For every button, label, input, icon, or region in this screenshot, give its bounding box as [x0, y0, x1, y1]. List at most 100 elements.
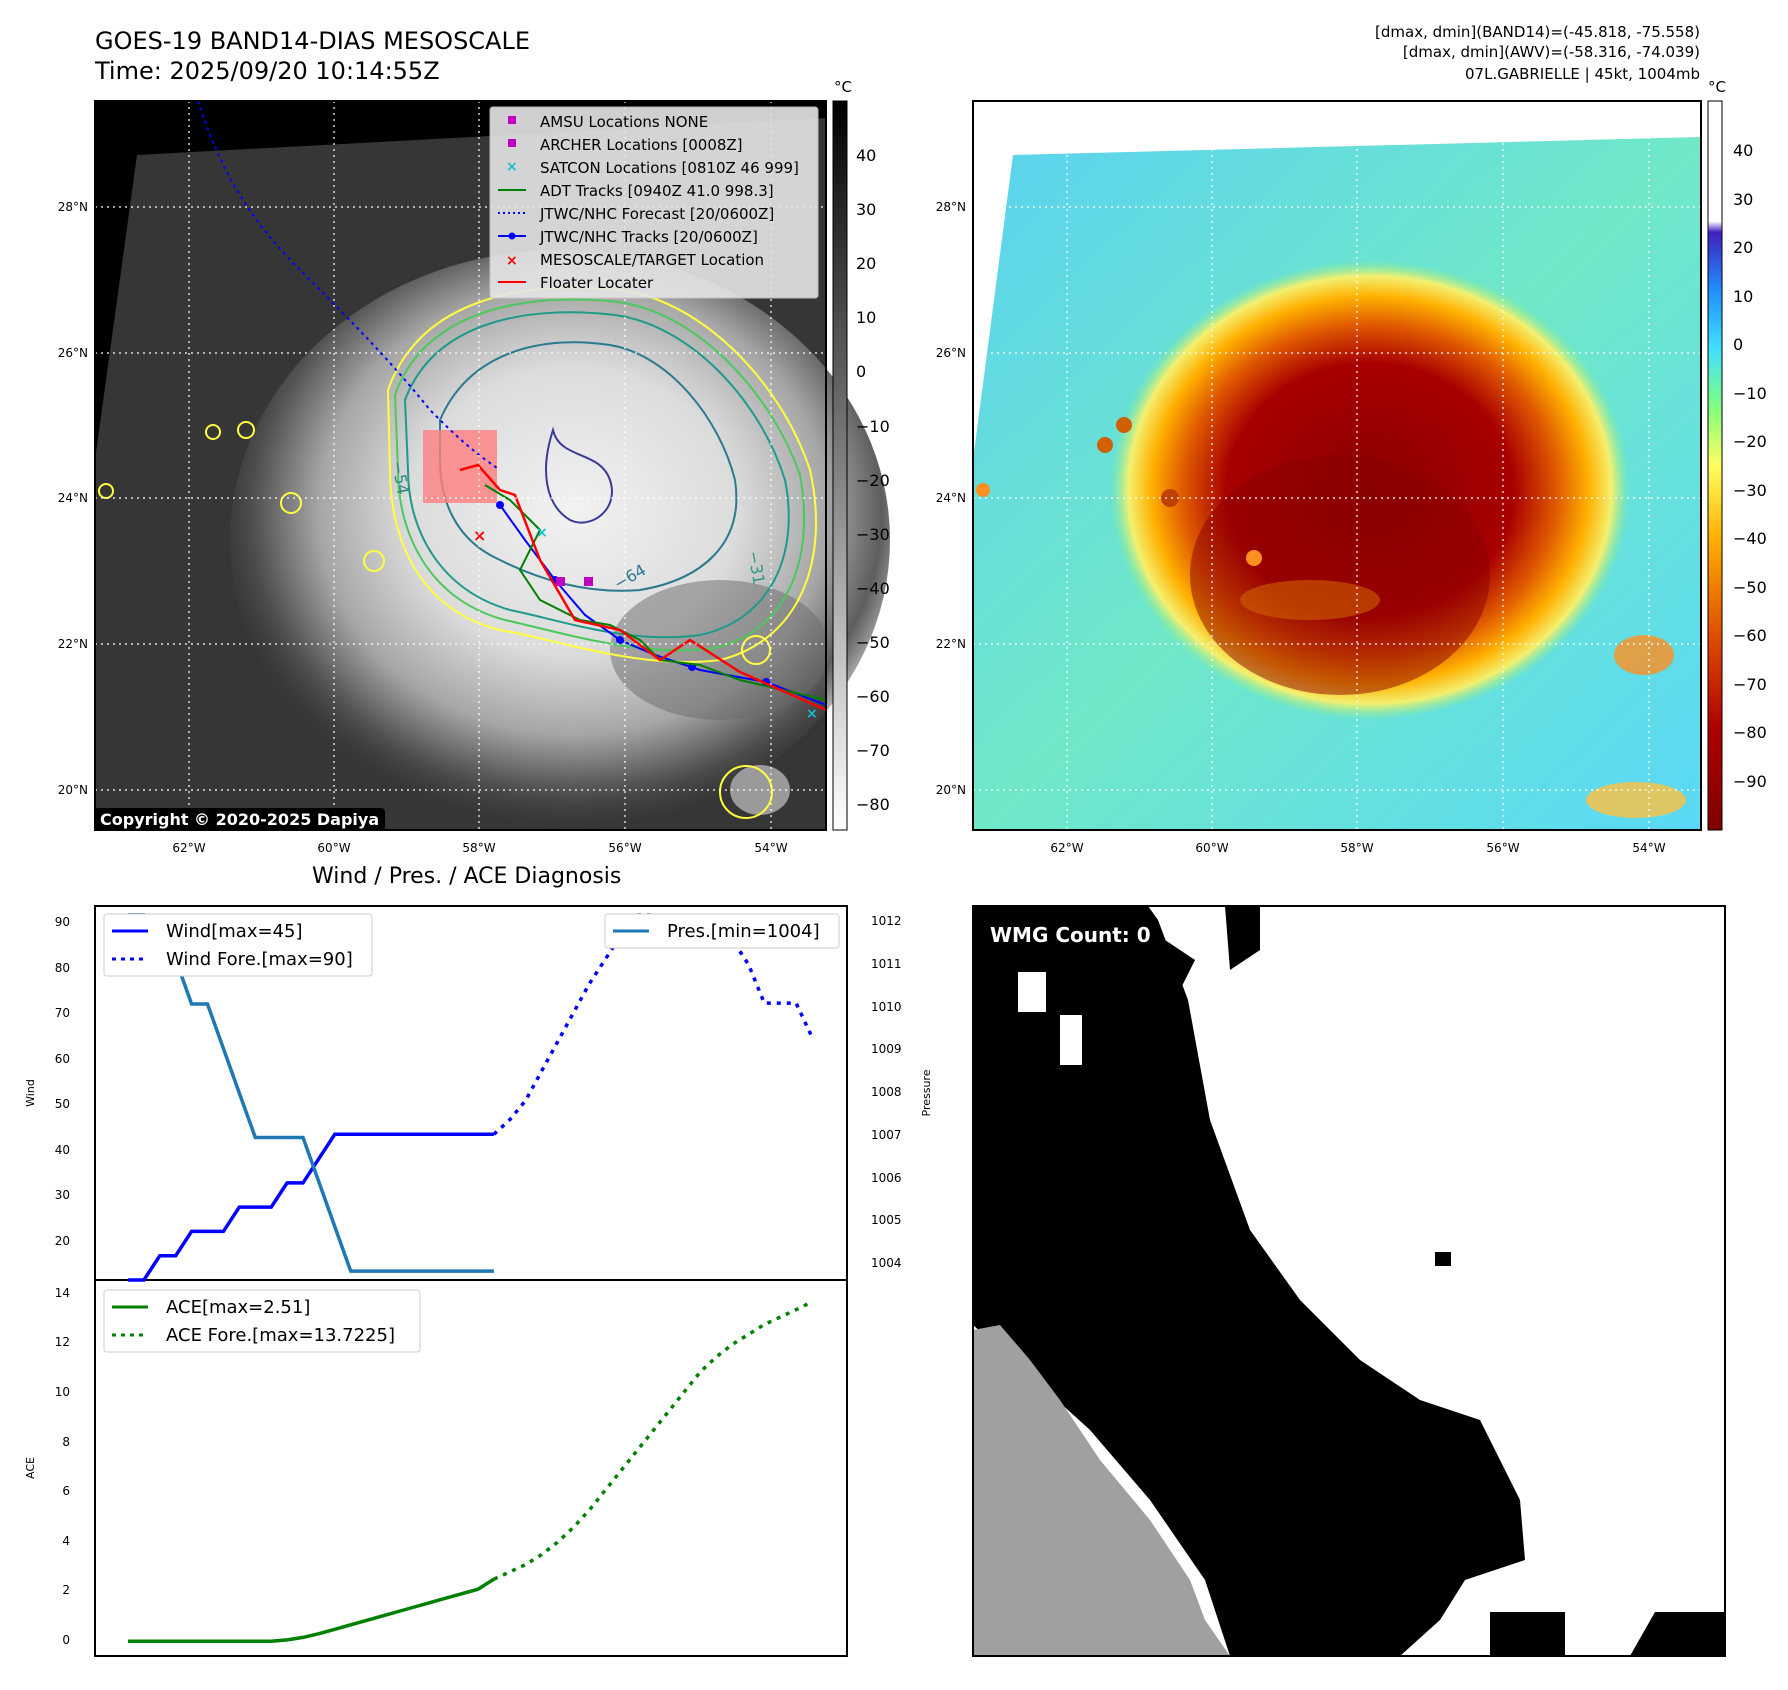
awv-colorbar-tick: −80 [1733, 723, 1767, 742]
ir-lat-label: 26°N [58, 346, 88, 360]
series-line-1-0 [128, 913, 494, 1273]
legend-target-label: MESOSCALE/TARGET Location [540, 251, 764, 269]
legend-amsu-marker [508, 116, 516, 124]
awv-colorbar-tick: −30 [1733, 481, 1767, 500]
ace-tick: 12 [55, 1335, 70, 1349]
archer-marker [584, 577, 593, 586]
ir-lat-labels: 28°N 26°N 24°N 22°N 20°N [58, 200, 88, 797]
contour-label-31: −31 [744, 549, 769, 586]
series-line-2-1 [493, 1300, 813, 1581]
awv-gridlines [973, 101, 1701, 830]
wind-axis-label: Wind [24, 1079, 37, 1107]
awv-colorbar-tick: 0 [1733, 335, 1743, 354]
wind-axis-ticks: 90 80 70 60 50 40 30 20 [55, 915, 70, 1248]
ir-colorbar-tick: 10 [856, 308, 876, 327]
awv-colorbar: °C 40 30 20 10 0 −10 −20 −30 −40 −50 −60… [1707, 78, 1767, 831]
wind-tick: 80 [55, 961, 70, 975]
series-line-0-0 [128, 1132, 494, 1282]
pressure-tick: 1010 [871, 1000, 902, 1014]
mesoscale-box [423, 430, 497, 503]
figure-time: Time: 2025/09/20 10:14:55Z [95, 57, 440, 85]
awv-colorbar-tick: 30 [1733, 190, 1753, 209]
pressure-tick: 1008 [871, 1085, 902, 1099]
ir-colorbar-tick: 40 [856, 146, 876, 165]
ir-colorbar-tick: −60 [856, 687, 890, 706]
diagnosis-title: Wind / Pres. / ACE Diagnosis [312, 864, 622, 889]
ace-tick: 10 [55, 1385, 70, 1399]
wind-tick: 70 [55, 1006, 70, 1020]
wmg-count-badge: WMG Count: 0 [982, 920, 1159, 950]
nhc-track-point [688, 663, 696, 671]
wind-tick: 40 [55, 1143, 70, 1157]
nhc-track-line [499, 504, 827, 706]
ir-gridlines [95, 101, 826, 830]
diagnosis-chart-layer [128, 913, 814, 1643]
awv-colorbar-tick: −90 [1733, 772, 1767, 791]
awv-lon-label: 56°W [1486, 841, 1519, 855]
ir-lon-label: 54°W [754, 841, 787, 855]
wind-tick: 60 [55, 1052, 70, 1066]
ir-lat-label: 20°N [58, 783, 88, 797]
awv-lon-label: 58°W [1340, 841, 1373, 855]
nhc-track-point [762, 678, 770, 686]
ir-colorbar-tick: 20 [856, 254, 876, 273]
pressure-tick: 1012 [871, 914, 902, 928]
awv-lat-label: 26°N [936, 346, 966, 360]
pressure-tick: 1005 [871, 1213, 902, 1227]
awv-colorbar-tick: 10 [1733, 287, 1753, 306]
satcon-marker: × [536, 525, 548, 541]
awv-colorbar-tick: −20 [1733, 432, 1767, 451]
ir-lat-label: 28°N [58, 200, 88, 214]
ir-lat-label: 24°N [58, 491, 88, 505]
pressure-tick: 1009 [871, 1042, 902, 1056]
satcon-marker: × [806, 706, 818, 722]
awv-lat-label: 20°N [936, 783, 966, 797]
legend-adt-label: ADT Tracks [0940Z 41.0 998.3] [540, 182, 774, 200]
pressure-tick: 1011 [871, 957, 902, 971]
legend-ace-fore-label: ACE Fore.[max=13.7225] [166, 1325, 395, 1346]
legend-amsu-label: AMSU Locations NONE [540, 113, 708, 131]
wind-legend: Wind[max=45] Wind Fore.[max=90] [103, 913, 373, 977]
awv-lon-label: 60°W [1195, 841, 1228, 855]
legend-wind-fore-label: Wind Fore.[max=90] [166, 949, 353, 970]
wmg-mask-panel [972, 905, 1726, 1657]
ir-colorbar-tick: 0 [856, 362, 866, 381]
ir-colorbar-tick: −30 [856, 525, 890, 544]
awv-lon-labels: 62°W 60°W 58°W 56°W 54°W [1050, 841, 1665, 855]
awv-colorbar-tick: −60 [1733, 626, 1767, 645]
ace-legend: ACE[max=2.51] ACE Fore.[max=13.7225] [103, 1289, 421, 1353]
legend-wind-label: Wind[max=45] [166, 921, 303, 942]
ir-colorbar-tick: 30 [856, 200, 876, 219]
band14-range: [dmax, dmin](BAND14)=(-45.818, -75.558) [1375, 23, 1700, 41]
legend-archer-marker [508, 139, 516, 147]
awv-colorbar-tick: 20 [1733, 238, 1753, 257]
ir-lon-labels: 62°W 60°W 58°W 56°W 54°W [172, 841, 787, 855]
ace-tick: 14 [55, 1286, 70, 1300]
ir-colorbar-tick: −80 [856, 795, 890, 814]
figure-title: GOES-19 BAND14-DIAS MESOSCALE [95, 27, 531, 55]
wind-tick: 50 [55, 1097, 70, 1111]
ir-legend: × × AMSU Locations NONE ARCHER Locations… [489, 106, 819, 299]
ace-tick: 4 [62, 1534, 70, 1548]
awv-lat-labels: 28°N 26°N 24°N 22°N 20°N [936, 200, 966, 797]
awv-lat-label: 28°N [936, 200, 966, 214]
awv-lon-label: 54°W [1632, 841, 1665, 855]
awv-range: [dmax, dmin](AWV)=(-58.316, -74.039) [1402, 43, 1700, 61]
ir-colorbar-tick: −70 [856, 741, 890, 760]
legend-nhc-label: JTWC/NHC Tracks [20/0600Z] [539, 228, 758, 246]
awv-lat-label: 22°N [936, 637, 966, 651]
contour-label-54: −54 [388, 459, 413, 496]
awv-colorbar-tick: 40 [1733, 141, 1753, 160]
legend-ace-label: ACE[max=2.51] [166, 1297, 310, 1318]
pressure-axis-label: Pressure [920, 1069, 933, 1116]
series-line-1-1 [637, 913, 719, 939]
ir-lon-label: 56°W [608, 841, 641, 855]
ir-lon-label: 58°W [462, 841, 495, 855]
awv-colorbar-tick: −70 [1733, 675, 1767, 694]
ace-tick: 6 [62, 1484, 70, 1498]
awv-map [972, 100, 1702, 831]
legend-satcon-label: SATCON Locations [0810Z 46 999] [540, 159, 799, 177]
pressure-tick: 1007 [871, 1128, 902, 1142]
series-line-2-0 [128, 1577, 495, 1643]
